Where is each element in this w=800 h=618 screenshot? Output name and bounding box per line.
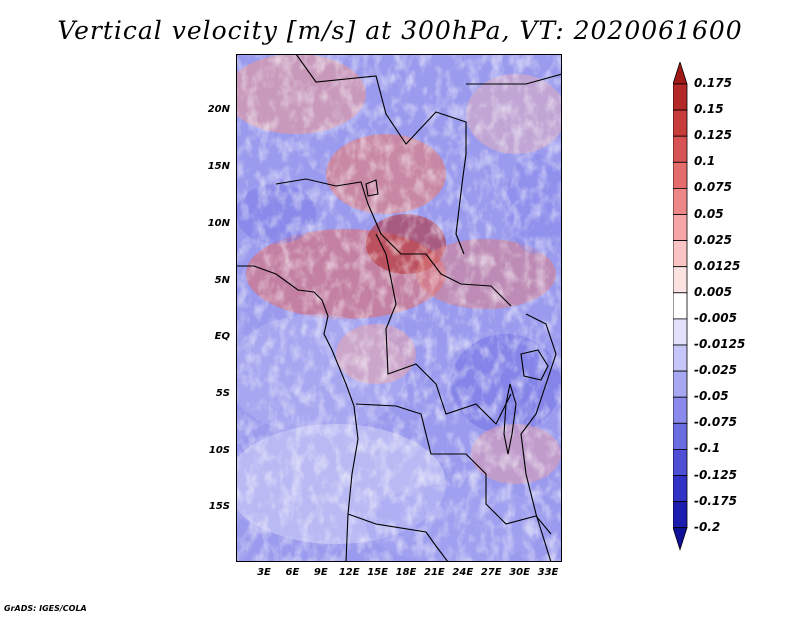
lat-label: 10N: [207, 218, 230, 229]
colorbar-label: -0.1: [694, 441, 721, 456]
colorbar-bin: [673, 135, 688, 163]
colorbar-bin: [673, 501, 688, 529]
colorbar-bin: [673, 188, 688, 215]
border-central: [275, 178, 512, 307]
colorbar-bin: [673, 344, 688, 372]
lat-label: 15S: [208, 501, 230, 512]
colorbar-label: 0.05: [694, 206, 724, 221]
lon-label: 21E: [424, 567, 445, 578]
colorbar-label: 0.0125: [694, 258, 741, 273]
field-speckle: [236, 54, 562, 562]
colorbar-bin: [673, 318, 688, 346]
map-panel: [236, 54, 562, 562]
border-southwest: [347, 513, 449, 562]
colorbar-bin: [673, 448, 688, 476]
map-title: Vertical velocity [m/s] at 300hPa, VT: 2…: [57, 16, 743, 45]
lon-label: 6E: [285, 567, 300, 578]
lon-label: 27E: [480, 567, 502, 578]
colorbar-label: 0.15: [694, 102, 724, 117]
colorbar-bin: [673, 422, 688, 450]
colorbar-bottom-arrow: [673, 527, 688, 552]
border-south: [355, 403, 552, 535]
colorbar-label: -0.005: [694, 310, 737, 325]
footer-credit: GrADS: IGES/COLA: [4, 604, 87, 613]
colorbar-bin: [673, 83, 688, 111]
colorbar-label: -0.2: [694, 519, 721, 534]
colorbar-label: -0.0125: [694, 337, 746, 351]
border-east: [466, 73, 562, 562]
colorbar-top-arrow: [673, 62, 688, 85]
colorbar-label: 0.075: [694, 180, 732, 195]
lat-label: EQ: [214, 331, 230, 342]
lon-label: 30E: [509, 567, 530, 578]
colorbar-bin: [673, 109, 688, 137]
lon-label: 33E: [537, 567, 559, 578]
colorbar-label: 0.125: [694, 128, 732, 143]
map-frame: [236, 54, 562, 562]
lat-label: 5N: [214, 275, 230, 286]
lon-label: 24E: [452, 567, 474, 578]
colorbar-label: -0.05: [694, 389, 729, 404]
colorbar-label: 0.005: [694, 284, 732, 299]
border-north: [295, 54, 467, 255]
lake-tanganyika: [503, 383, 517, 455]
colorbar-bin: [673, 214, 688, 242]
lat-label: 15N: [207, 161, 230, 172]
colorbar-bin: [673, 292, 688, 320]
colorbar-bin: [673, 475, 688, 503]
lon-label: 18E: [395, 567, 417, 578]
border-middle: [375, 233, 512, 425]
colorbar-label: -0.175: [694, 493, 737, 508]
lon-label: 9E: [313, 567, 328, 578]
colorbar-label: -0.025: [694, 363, 737, 378]
colorbar-bin: [673, 396, 688, 424]
boundaries: [236, 54, 562, 562]
colorbar-bin: [673, 370, 688, 398]
colorbar-label: 0.175: [694, 76, 732, 90]
lake-chad: [365, 179, 379, 197]
vertical-velocity-field: [236, 54, 562, 562]
lat-label: 10S: [208, 445, 230, 456]
colorbar-label: 0.1: [694, 154, 716, 169]
lon-label: 12E: [338, 567, 360, 578]
lat-label: 5S: [215, 388, 230, 399]
lake-victoria: [520, 349, 549, 381]
coastline-west-africa: [236, 265, 359, 562]
colorbar-label: -0.125: [694, 467, 737, 482]
colorbar-bin: [673, 266, 688, 294]
colorbar: [673, 62, 688, 552]
lon-label: 3E: [257, 567, 271, 578]
colorbar-label: -0.075: [694, 415, 737, 430]
lat-label: 20N: [207, 104, 230, 115]
colorbar-bin: [673, 240, 688, 268]
lon-label: 15E: [367, 567, 388, 578]
colorbar-bin: [673, 161, 688, 189]
colorbar-label: 0.025: [694, 232, 732, 247]
